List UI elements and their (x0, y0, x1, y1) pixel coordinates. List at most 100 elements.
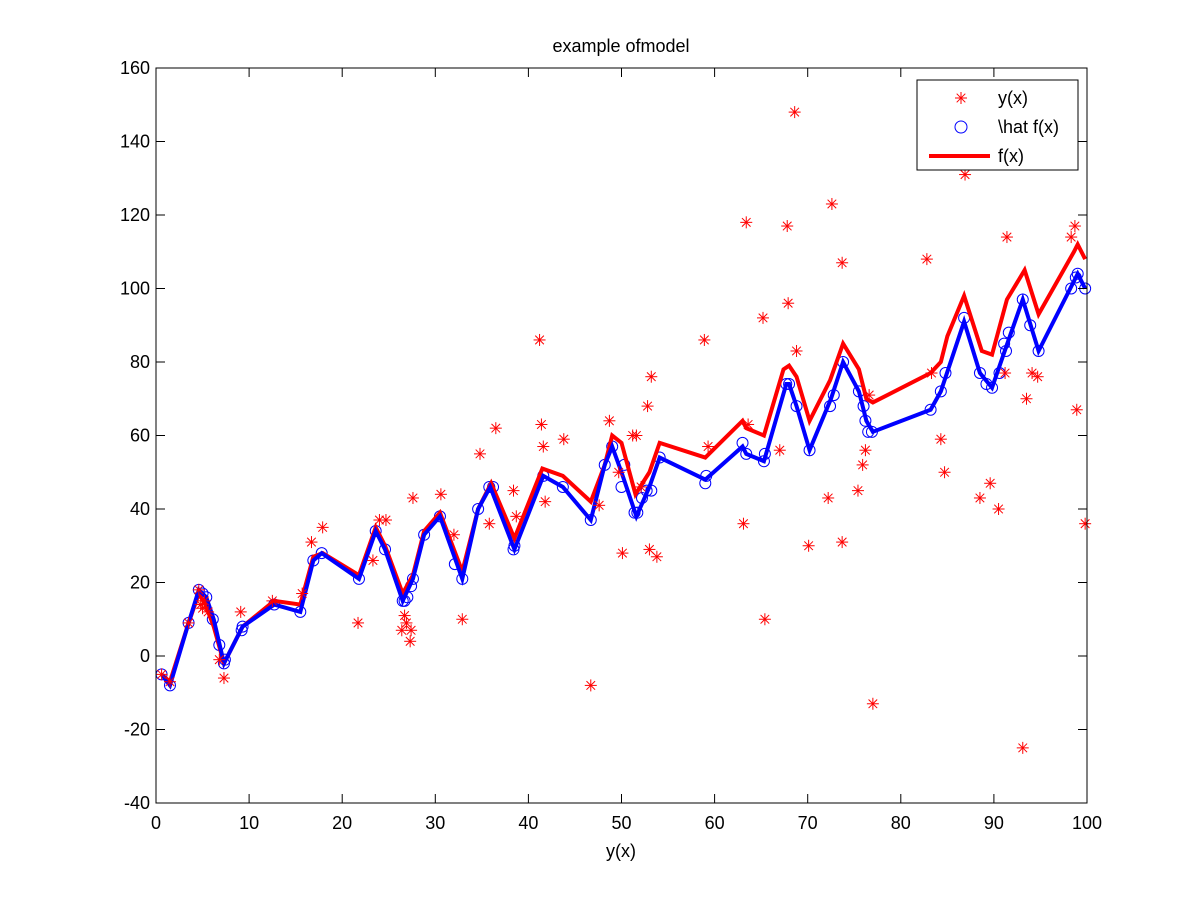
y-point (305, 536, 318, 549)
fhat-point (740, 447, 753, 460)
y-tick-label: -20 (124, 720, 150, 740)
y-point (557, 433, 570, 446)
y-tick-label: 40 (130, 499, 150, 519)
y-point (316, 521, 329, 534)
y-point (934, 433, 947, 446)
y-point (643, 543, 656, 556)
y-point (1026, 367, 1039, 380)
y-point (856, 458, 869, 471)
y-point (757, 311, 770, 324)
y-point (266, 594, 279, 607)
y-point (851, 484, 864, 497)
y-tick-label: 100 (120, 279, 150, 299)
y-tick-label: -40 (124, 793, 150, 813)
y-point (296, 587, 309, 600)
y-tick-label: 0 (140, 646, 150, 666)
fhat-point (556, 480, 569, 493)
y-point (234, 605, 247, 618)
y-point (473, 447, 486, 460)
y-point (1000, 231, 1013, 244)
y-point (645, 370, 658, 383)
legend-item: f(x) (929, 146, 1024, 166)
y-point (925, 367, 938, 380)
y-point (1068, 220, 1081, 233)
fhat-point (1071, 267, 1084, 280)
legend-label: f(x) (998, 146, 1024, 166)
y-point (1065, 231, 1078, 244)
y-point (782, 297, 795, 310)
y-point (213, 653, 226, 666)
y-point (405, 624, 418, 637)
y-point (836, 256, 849, 269)
y-point (938, 466, 951, 479)
axis-ticks: 0 10 20 30 40 50 60 70 80 90 100 -40 -20 0 20 40 60 80 100… (120, 58, 1102, 833)
y-point (584, 679, 597, 692)
y-point (217, 672, 230, 685)
y-point (366, 554, 379, 567)
y-point (742, 418, 755, 431)
x-tick-label: 60 (705, 813, 725, 833)
y-tick-label: 120 (120, 205, 150, 225)
y-point (1020, 392, 1033, 405)
y-point (973, 491, 986, 504)
y-point (616, 547, 629, 560)
plot-area (155, 106, 1092, 754)
y-point (758, 613, 771, 626)
y-point (537, 440, 550, 453)
y-point (859, 444, 872, 457)
y-point (196, 602, 209, 615)
y-tick-label: 20 (130, 573, 150, 593)
y-point (539, 495, 552, 508)
y-point (434, 488, 447, 501)
y-point (489, 422, 502, 435)
legend-star-marker (955, 92, 967, 104)
y-point (202, 605, 215, 618)
x-tick-label: 90 (984, 813, 1004, 833)
y-tick-label: 160 (120, 58, 150, 78)
f-series-line (160, 239, 1087, 686)
y-point (483, 517, 496, 530)
y-point (612, 466, 625, 479)
y-point (198, 594, 211, 607)
y-point (1016, 741, 1029, 754)
y-point (352, 616, 365, 629)
y-point (999, 367, 1012, 380)
x-tick-label: 100 (1072, 813, 1102, 833)
y-point (192, 583, 205, 596)
y-point (1031, 370, 1044, 383)
y-point (702, 440, 715, 453)
y-point (863, 389, 876, 402)
y-point (398, 609, 411, 622)
y-point (920, 253, 933, 266)
y-point (1070, 403, 1083, 416)
x-tick-label: 80 (891, 813, 911, 833)
y-point (373, 514, 386, 527)
y-point (781, 220, 794, 233)
y-point (593, 499, 606, 512)
y-point (825, 197, 838, 210)
y-point (182, 616, 195, 629)
y-tick-label: 140 (120, 132, 150, 152)
y-point (163, 675, 176, 688)
legend-circle-marker (954, 120, 968, 134)
y-point (155, 668, 168, 681)
legend-item: \hat f(x) (954, 117, 1059, 137)
y-point (737, 517, 750, 530)
y-point (650, 550, 663, 563)
y-point (400, 616, 413, 629)
y-point (773, 444, 786, 457)
y-point (836, 536, 849, 549)
y-tick-label: 80 (130, 352, 150, 372)
fhat-point (236, 620, 249, 633)
y-point (984, 477, 997, 490)
legend: y(x) \hat f(x) f(x) (916, 79, 1079, 171)
y-point (641, 400, 654, 413)
x-tick-label: 30 (425, 813, 445, 833)
y-point (635, 480, 648, 493)
chart-title: example ofmodel (552, 36, 689, 56)
y-point (959, 168, 972, 181)
x-tick-label: 20 (332, 813, 352, 833)
y-point (866, 697, 879, 710)
